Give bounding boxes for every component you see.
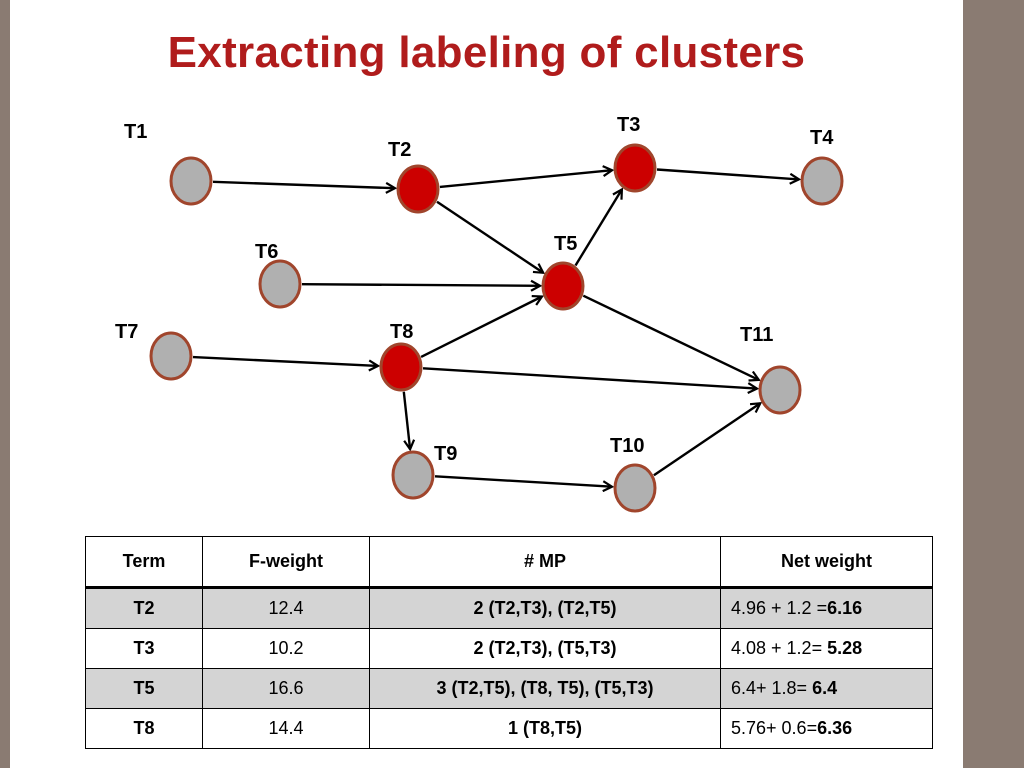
net-weight-result: 6.4 [812,678,838,698]
node-label-t11: T11 [740,324,773,346]
net-weight-formula: 5.76+ 0.6= [731,718,818,738]
edge-t5-t3 [574,189,622,267]
cell-term: T8 [85,708,203,749]
node-t7 [149,331,193,381]
net-weight-formula: 4.08 + 1.2= [731,638,828,658]
net-weight-formula: 4.96 + 1.2 = [731,598,828,618]
edge-t8-t9 [402,391,410,449]
net-weight-formula: 6.4+ 1.8= [731,678,813,698]
cell-mp: 3 (T2,T5), (T8, T5), (T5,T3) [369,668,721,709]
cell-term: T3 [85,628,203,669]
node-label-t5: T5 [554,233,577,255]
edge-t7-t8 [192,355,378,366]
edge-t5-t11 [582,294,759,380]
node-label-t7: T7 [115,321,138,343]
header-net-weight: Net weight [720,536,933,589]
node-label-t10: T10 [610,435,644,457]
cluster-graph: T1 T2 T3 T4 T5 T6 T7 T8 T9 T10 T11 [115,114,844,513]
node-t8 [379,342,423,392]
table-row: T2 12.4 2 (T2,T3), (T2,T5) 4.96 + 1.2 =6… [85,587,933,629]
edges-layer [192,168,799,487]
edge-t10-t11 [653,403,760,477]
node-label-t6: T6 [255,241,278,263]
header-term: Term [85,536,203,589]
table-row: T8 14.4 1 (T8,T5) 5.76+ 0.6=6.36 [85,708,933,749]
cell-fweight: 16.6 [202,668,370,709]
cell-fweight: 14.4 [202,708,370,749]
node-label-t8: T8 [390,321,413,343]
table-row: T5 16.6 3 (T2,T5), (T8, T5), (T5,T3) 6.4… [85,668,933,709]
node-t4 [800,156,844,206]
edge-t8-t5 [420,297,542,358]
header-mp: # MP [369,536,721,589]
node-label-t9: T9 [434,443,457,465]
node-t9 [391,450,435,500]
net-weight-result: 5.28 [827,638,863,658]
slide-title: Extracting labeling of clusters [167,28,806,77]
node-label-t3: T3 [617,114,640,136]
edge-t2-t3 [439,170,612,189]
edge-t3-t4 [656,168,799,180]
cell-net-weight: 6.4+ 1.8= 6.4 [720,668,933,709]
cell-net-weight: 4.08 + 1.2= 5.28 [720,628,933,669]
edge-t1-t2 [212,180,395,188]
table-row: T3 10.2 2 (T2,T3), (T5,T3) 4.08 + 1.2= 5… [85,628,933,669]
node-t3 [613,143,657,193]
labels-layer: T1 T2 T3 T4 T5 T6 T7 T8 T9 T10 T11 [115,114,834,465]
header-fweight: F-weight [202,536,370,589]
net-weight-result: 6.16 [827,598,863,618]
cell-fweight: 10.2 [202,628,370,669]
term-weight-table: Term F-weight # MP Net weight T2 12.4 2 … [85,536,933,749]
cell-mp: 2 (T2,T3), (T5,T3) [369,628,721,669]
cell-term: T2 [85,587,203,629]
edge-t6-t5 [301,284,540,286]
node-t6 [258,259,302,309]
cell-fweight: 12.4 [202,587,370,629]
edge-t8-t11 [422,367,757,388]
node-label-t4: T4 [810,127,834,149]
cell-term: T5 [85,668,203,709]
cell-mp: 1 (T8,T5) [369,708,721,749]
node-t11 [758,365,802,415]
edge-t9-t10 [434,475,612,486]
node-t10 [613,463,657,513]
slide: Extracting labeling of clusters T1 T2 T3 T4… [10,0,963,768]
edge-t2-t5 [436,200,543,273]
cell-net-weight: 5.76+ 0.6=6.36 [720,708,933,749]
node-t5 [541,261,585,311]
cell-mp: 2 (T2,T3), (T2,T5) [369,587,721,629]
node-t2 [396,164,440,214]
table-header-row: Term F-weight # MP Net weight [85,536,933,589]
cell-net-weight: 4.96 + 1.2 =6.16 [720,587,933,629]
nodes-layer [149,143,844,513]
net-weight-result: 6.36 [817,718,853,738]
node-label-t1: T1 [124,121,147,143]
node-t1 [169,156,213,206]
node-label-t2: T2 [388,139,411,161]
